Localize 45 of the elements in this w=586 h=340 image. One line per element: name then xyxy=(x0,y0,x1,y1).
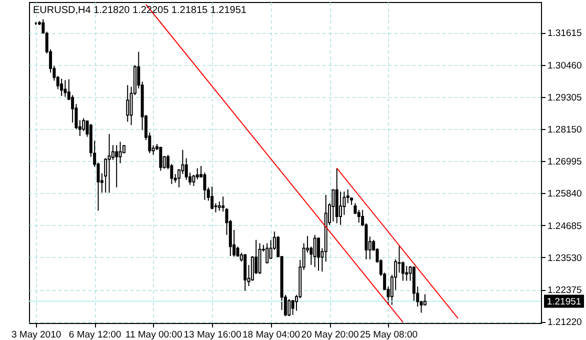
candlestick xyxy=(316,236,320,272)
y-tick-label: 1.30460 xyxy=(548,60,582,72)
candlestick xyxy=(398,246,401,274)
x-tick-label: 6 May 12:00 xyxy=(68,330,122,340)
y-tick-label: 1.23530 xyxy=(548,252,582,264)
candlestick xyxy=(332,188,335,222)
candlestick xyxy=(346,188,350,204)
candlestick xyxy=(288,298,291,317)
candlestick xyxy=(108,134,111,194)
candlestick xyxy=(104,158,108,194)
candlestick xyxy=(181,149,184,175)
x-tick-label: 25 May 08:00 xyxy=(360,330,418,340)
candlestick xyxy=(159,146,162,172)
candlestick xyxy=(115,144,118,188)
candlestick xyxy=(405,266,408,282)
x-tick-label: 13 May 16:00 xyxy=(184,330,242,340)
candlestick xyxy=(196,168,199,180)
candlestick xyxy=(118,141,122,164)
ref-line-label: 1.21951 xyxy=(546,296,582,308)
candlestick xyxy=(291,299,294,316)
x-tick-label: 20 May 20:00 xyxy=(301,330,359,340)
y-tick-label: 1.29305 xyxy=(548,92,582,104)
y-tick-label: 1.31615 xyxy=(548,28,582,40)
candlestick xyxy=(258,242,262,275)
y-tick-label: 1.28150 xyxy=(548,124,582,136)
y-tick-label: 1.25840 xyxy=(548,188,582,200)
candlestick xyxy=(192,174,196,186)
candlestick xyxy=(210,186,214,210)
candlestick xyxy=(357,209,360,224)
candlestick xyxy=(313,234,316,268)
y-tick-label: 1.21220 xyxy=(548,317,582,328)
candlestick xyxy=(423,294,426,306)
x-tick-label: 18 May 04:00 xyxy=(242,330,300,340)
candlestick xyxy=(126,84,130,122)
candlestick xyxy=(266,242,269,264)
candlestick xyxy=(64,80,67,98)
candlestick xyxy=(203,172,206,200)
y-tick-label: 1.22375 xyxy=(548,285,582,296)
y-tick-label: 1.26995 xyxy=(548,156,582,168)
candlestick xyxy=(354,202,357,215)
x-tick-label: 3 May 2010 xyxy=(12,330,62,340)
x-tick-label: 11 May 00:00 xyxy=(125,330,182,340)
candlestick xyxy=(60,78,64,96)
candlestick xyxy=(339,191,342,226)
y-tick-label: 1.24685 xyxy=(548,220,582,232)
